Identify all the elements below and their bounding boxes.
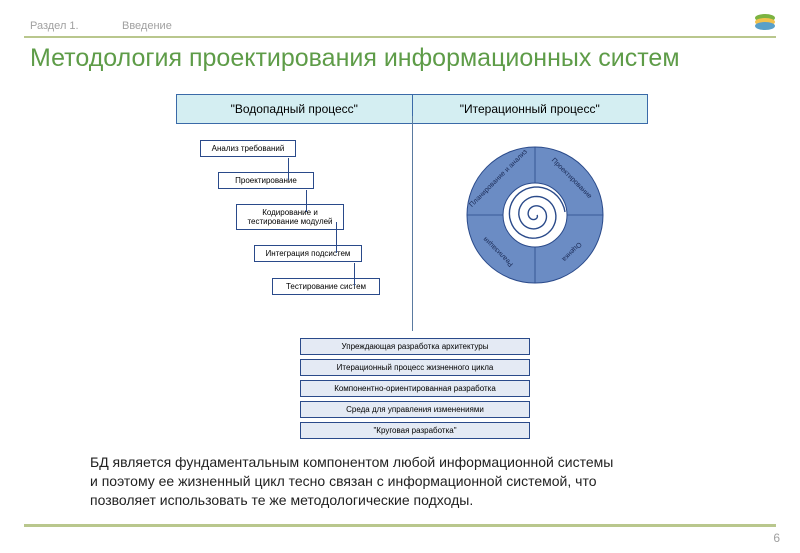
- spiral-diagram: Планирование и анализПроектированиеРеали…: [455, 135, 615, 295]
- waterfall-step: Проектирование: [218, 172, 314, 189]
- page-number: 6: [773, 531, 780, 545]
- footer-rule: [24, 524, 776, 527]
- page-title: Методология проектирования информационны…: [30, 44, 680, 73]
- principle-bars: Упреждающая разработка архитектуры Итерац…: [300, 338, 530, 443]
- principle-bar: Среда для управления изменениями: [300, 401, 530, 418]
- principle-bar: Упреждающая разработка архитектуры: [300, 338, 530, 355]
- compare-left: "Водопадный процесс": [176, 94, 413, 124]
- waterfall-step: Кодирование и тестирование модулей: [236, 204, 344, 230]
- header: Раздел 1. Введение: [0, 0, 800, 38]
- breadcrumb-section: Раздел 1.: [30, 20, 79, 32]
- body-line-3: позволяет использовать те же методологич…: [90, 491, 730, 510]
- waterfall-step: Интеграция подсистем: [254, 245, 362, 262]
- body-text: БД является фундаментальным компонентом …: [90, 453, 730, 510]
- principle-bar: Компонентно-ориентированная разработка: [300, 380, 530, 397]
- compare-divider: [412, 116, 413, 331]
- waterfall-step: Анализ требований: [200, 140, 296, 157]
- slide: Раздел 1. Введение Методология проектиро…: [0, 0, 800, 553]
- logo-icon: [752, 10, 778, 32]
- principle-bar: Итерационный процесс жизненного цикла: [300, 359, 530, 376]
- body-line-2: и поэтому ее жизненный цикл тесно связан…: [90, 472, 730, 491]
- waterfall-step: Тестирование систем: [272, 278, 380, 295]
- header-rule: [24, 36, 776, 38]
- breadcrumb-subsection: Введение: [122, 20, 172, 32]
- principle-bar: "Круговая разработка": [300, 422, 530, 439]
- compare-right: "Итерационный процесс": [413, 94, 649, 124]
- body-line-1: БД является фундаментальным компонентом …: [90, 453, 730, 472]
